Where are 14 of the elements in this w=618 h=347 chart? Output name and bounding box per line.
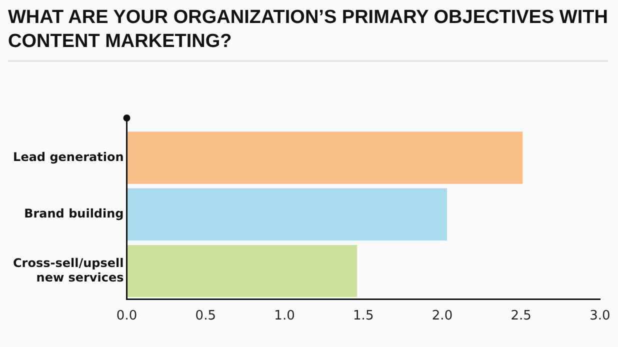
y-tick-label: Brand building <box>24 206 124 221</box>
x-tick-label: 2.0 <box>432 308 453 324</box>
x-tick-label: 1.0 <box>274 308 295 324</box>
x-tick-label: 2.5 <box>510 308 532 324</box>
bar <box>126 132 523 184</box>
bar <box>126 188 447 240</box>
y-tick-label: Lead generation <box>13 150 124 164</box>
x-tick-label: 1.5 <box>353 308 374 324</box>
x-tick-label: 0.5 <box>195 308 216 324</box>
bar <box>126 244 358 298</box>
x-tick-label: 3.0 <box>590 308 610 324</box>
y-tick-label: Cross-sell/upsell new services <box>13 256 124 284</box>
x-tick-label: 0.0 <box>116 308 138 324</box>
chart-title: WHAT ARE YOUR ORGANIZATION’S PRIMARY OBJECTIVES WITH CONTENT MARKETING? <box>8 6 608 54</box>
